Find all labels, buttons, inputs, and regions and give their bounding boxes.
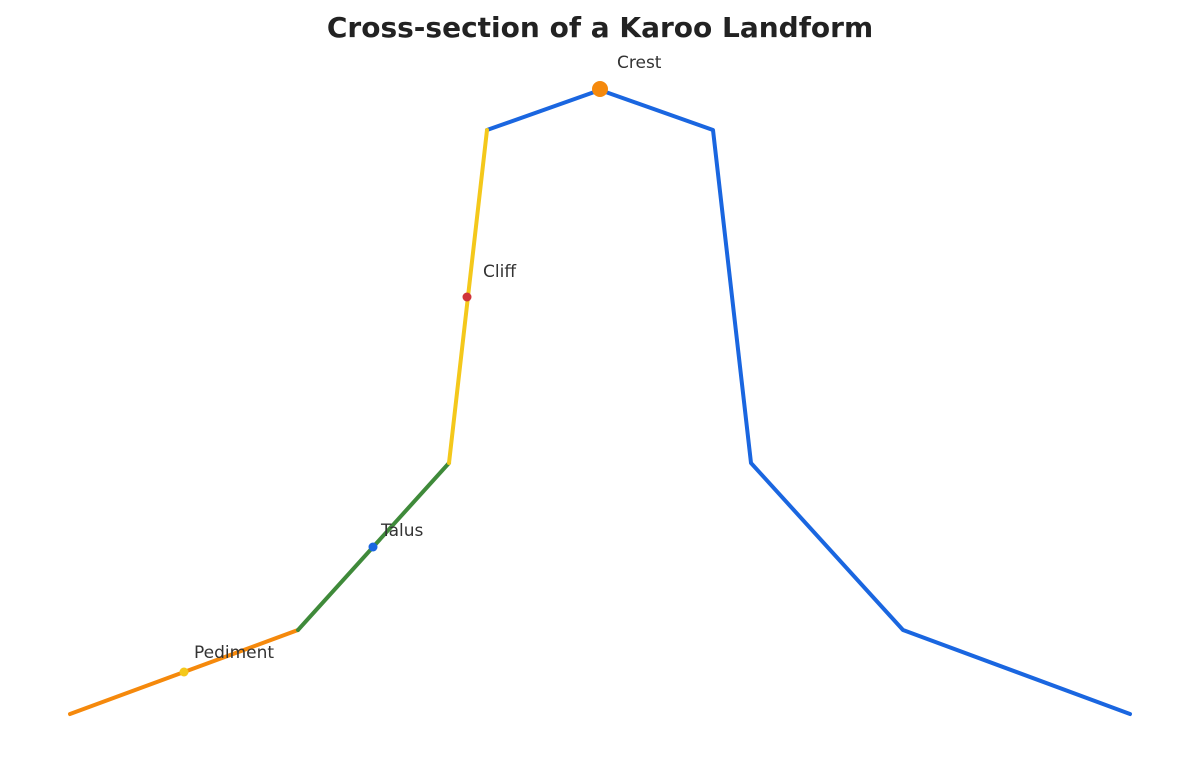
profile-right — [485, 88, 1132, 716]
pediment-marker — [179, 667, 189, 677]
cliff-label: Cliff — [483, 262, 517, 282]
talus-label: Talus — [380, 521, 423, 541]
talus-marker — [368, 542, 378, 552]
cliff-marker — [462, 292, 472, 302]
crest-label: Crest — [617, 53, 662, 73]
title: Cross-section of a Karoo Landform — [327, 11, 873, 44]
crest-marker — [592, 81, 608, 97]
pediment-label: Pediment — [194, 643, 274, 663]
